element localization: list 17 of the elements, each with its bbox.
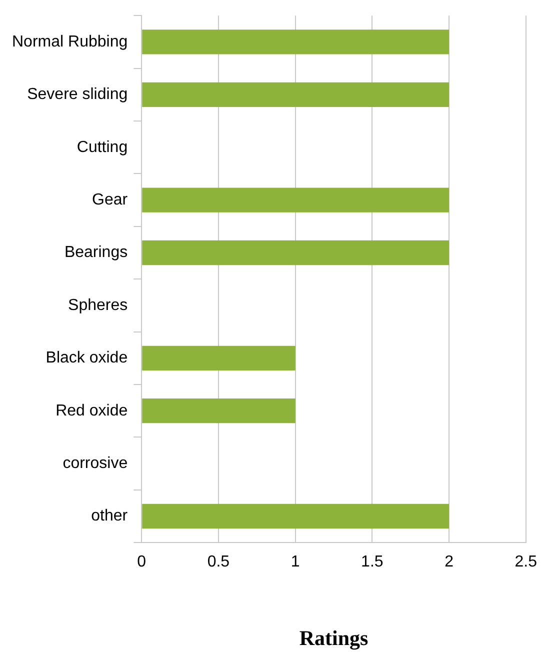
y-tick-label: Bearings <box>64 244 128 262</box>
y-tick-label: other <box>91 508 128 525</box>
y-tick-label: corrosive <box>62 454 128 472</box>
y-tick-label: Spheres <box>68 296 128 314</box>
y-tick-label: Cutting <box>76 138 128 156</box>
x-tick-label: 1.5 <box>361 554 384 571</box>
y-tick-label: Red oxide <box>56 402 128 420</box>
x-tick-label: 2.5 <box>514 554 538 571</box>
y-tick-label: Severe sliding <box>27 86 128 104</box>
x-tick-label: 1 <box>290 554 300 571</box>
x-tick-label: 2 <box>444 554 454 571</box>
y-tick-label: Black oxide <box>46 350 128 367</box>
x-axis-title: Ratings <box>299 626 368 650</box>
x-tick-label: 0 <box>137 554 146 571</box>
y-tick-label: Normal Rubbing <box>12 33 128 50</box>
x-tick-label: 0.5 <box>207 554 230 571</box>
y-tick-label: Gear <box>92 191 128 208</box>
